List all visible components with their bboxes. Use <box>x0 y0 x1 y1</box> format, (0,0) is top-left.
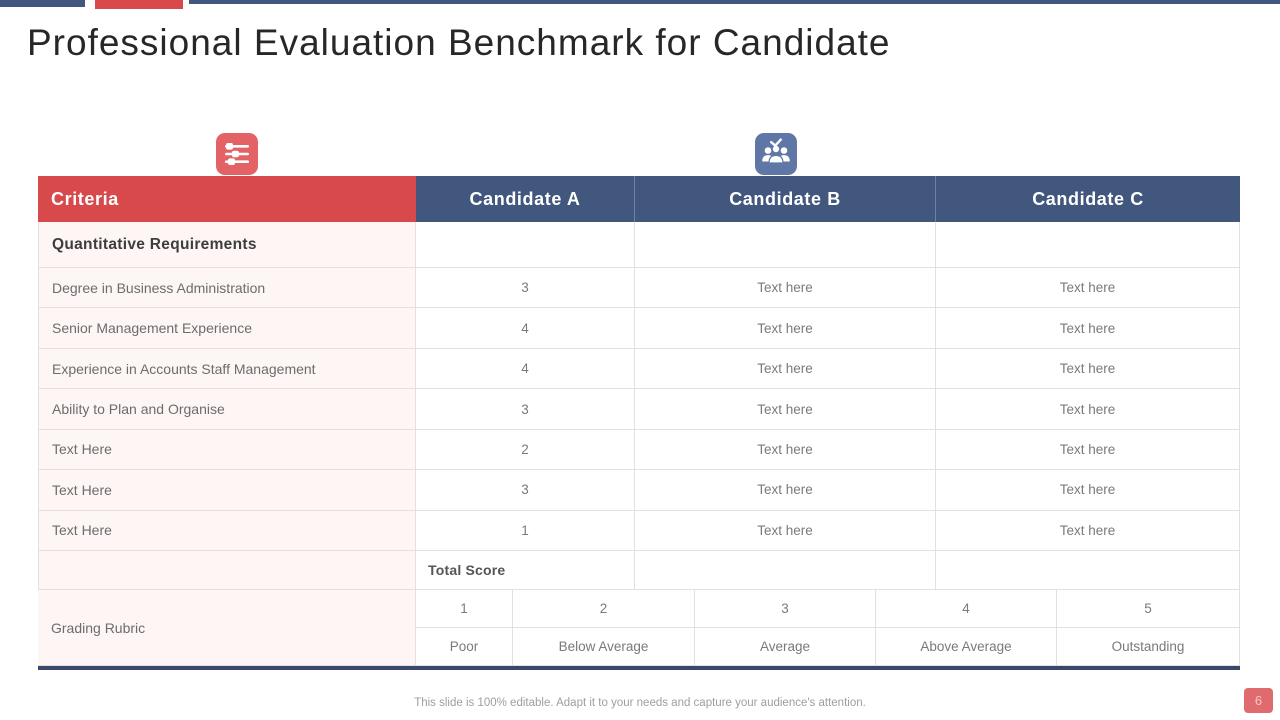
criteria-cell: Ability to Plan and Organise <box>38 389 416 430</box>
rubric-score-cell: 4 <box>876 590 1057 629</box>
rubric-label-cell: Below Average <box>513 628 695 667</box>
table-cell: Text here <box>635 429 936 471</box>
criteria-cell: Experience in Accounts Staff Management <box>38 348 416 390</box>
table-cell: Text here <box>635 510 936 552</box>
table-cell: Text here <box>635 268 936 309</box>
criteria-cell-empty <box>38 551 416 591</box>
table-cell: 3 <box>416 268 635 309</box>
people-check-icon <box>755 133 797 175</box>
table-cell: 2 <box>416 429 635 471</box>
criteria-cell: Degree in Business Administration <box>38 268 416 309</box>
people-check-icon-glyph <box>762 138 790 164</box>
topbar-red-segment <box>95 0 183 9</box>
table-header-candidate-a: Candidate A <box>416 176 635 222</box>
criteria-cell: Text Here <box>38 429 416 471</box>
rubric-label-cell: Outstanding <box>1057 628 1240 667</box>
table-header-candidate-b: Candidate B <box>635 176 936 222</box>
table-cell: Text here <box>635 470 936 511</box>
sliders-icon <box>216 133 258 175</box>
grading-rubric-label: Grading Rubric <box>38 590 416 667</box>
table-cell: Text here <box>635 348 936 390</box>
topbar-blue-segment <box>0 0 85 7</box>
table-cell: 3 <box>416 470 635 511</box>
table-header-candidate-c: Candidate C <box>936 176 1240 222</box>
rubric-label-cell: Above Average <box>876 628 1057 667</box>
table-cell: 4 <box>416 308 635 349</box>
table-cell <box>936 222 1240 268</box>
table-cell: Text here <box>635 308 936 349</box>
table-cell: Text here <box>936 389 1240 430</box>
table-section-label: Quantitative Requirements <box>38 222 416 268</box>
table-cell <box>635 551 936 591</box>
table-cell: Text here <box>635 389 936 430</box>
criteria-cell: Text Here <box>38 470 416 511</box>
rubric-score-cell: 1 <box>416 590 513 629</box>
rubric-score-cell: 5 <box>1057 590 1240 629</box>
table-cell: Text here <box>936 348 1240 390</box>
table-header-criteria: Criteria <box>38 176 416 222</box>
table-cell: 4 <box>416 348 635 390</box>
table-cell: 1 <box>416 510 635 552</box>
page-title: Professional Evaluation Benchmark for Ca… <box>27 22 891 63</box>
criteria-cell: Text Here <box>38 510 416 552</box>
topbar-blue-line <box>189 0 1280 4</box>
table-cell: 3 <box>416 389 635 430</box>
rubric-label-cell: Poor <box>416 628 513 667</box>
criteria-cell: Senior Management Experience <box>38 308 416 349</box>
rubric-label-cell: Average <box>695 628 876 667</box>
sliders-icon-glyph <box>225 143 249 165</box>
table-cell: Text here <box>936 429 1240 471</box>
total-score-label: Total Score <box>416 551 635 591</box>
table-cell <box>635 222 936 268</box>
table-cell <box>936 551 1240 591</box>
table-cell: Text here <box>936 470 1240 511</box>
table-cell <box>416 222 635 268</box>
page-number-badge: 6 <box>1244 688 1273 713</box>
footer-note: This slide is 100% editable. Adapt it to… <box>414 697 866 709</box>
rubric-score-cell: 2 <box>513 590 695 629</box>
rubric-score-cell: 3 <box>695 590 876 629</box>
table-cell: Text here <box>936 268 1240 309</box>
table-cell: Text here <box>936 510 1240 552</box>
evaluation-table: Criteria Candidate A Candidate B Candida… <box>38 176 1240 671</box>
table-cell: Text here <box>936 308 1240 349</box>
